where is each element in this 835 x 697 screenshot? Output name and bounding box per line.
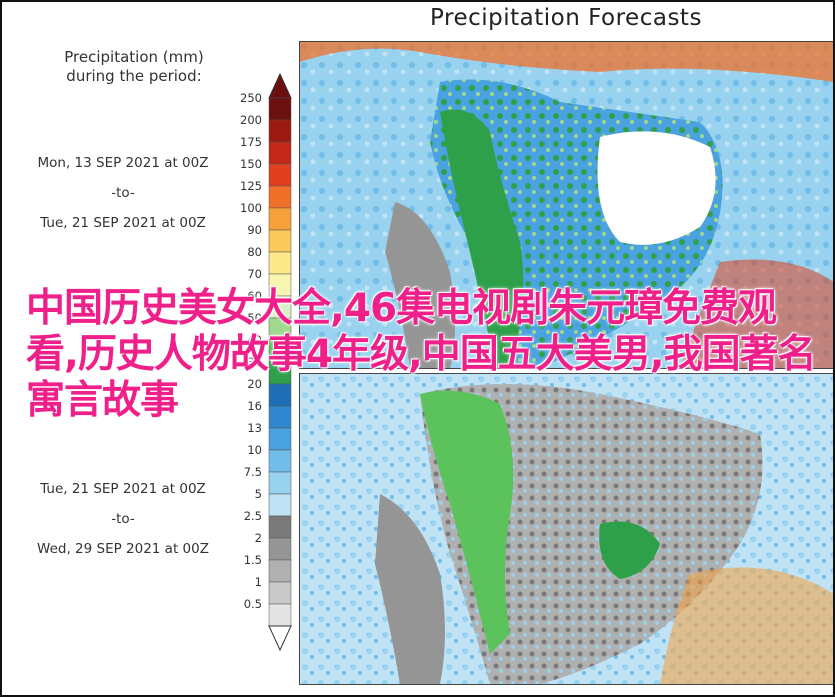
colorbar-swatch	[268, 229, 292, 253]
period-1-end: Tue, 21 SEP 2021 at 00Z	[40, 215, 206, 231]
colorbar: 250 200 175 150 125 100 90 80 70 60 50 40 30 20 16 13 10…	[234, 72, 314, 672]
colorbar-swatch	[268, 537, 292, 561]
colorbar-tick-label: 7.5	[243, 465, 262, 479]
andes-band	[440, 109, 524, 368]
colorbar-swatch	[268, 97, 292, 121]
colorbar-swatch	[268, 163, 292, 187]
legend-title-line1: Precipitation (mm)	[64, 48, 204, 66]
period-1-to: -to-	[111, 185, 135, 201]
period-2-end: Wed, 29 SEP 2021 at 00Z	[37, 541, 209, 557]
colorbar-graphic	[268, 72, 292, 652]
colorbar-bottom-arrow	[268, 625, 292, 652]
colorbar-tick-label: 1	[254, 575, 262, 589]
map-panel-week-1	[299, 41, 833, 369]
colorbar-tick-label: 60	[247, 289, 262, 303]
colorbar-tick-label: 50	[247, 311, 262, 325]
colorbar-tick-label: 175	[240, 135, 262, 149]
period-2-start: Tue, 21 SEP 2021 at 00Z	[40, 481, 206, 497]
period-2-to: -to-	[111, 511, 135, 527]
colorbar-swatch	[268, 185, 292, 209]
map-week-2	[300, 374, 833, 684]
pacific-dry-zone	[385, 202, 455, 368]
pacific-dry-zone	[375, 494, 445, 684]
heavy-rain-southeast	[660, 567, 833, 684]
period-1-label: Mon, 13 SEP 2021 at 00Z -to- Tue, 21 SEP…	[8, 148, 238, 238]
colorbar-swatch	[268, 603, 292, 627]
colorbar-tick-label: 200	[240, 113, 262, 127]
colorbar-tick-label: 16	[247, 399, 262, 413]
figure-title: Precipitation Forecasts	[430, 5, 702, 31]
dry-region	[597, 131, 716, 245]
colorbar-tick-label: 70	[247, 267, 262, 281]
colorbar-swatch	[268, 141, 292, 165]
colorbar-tick-label: 10	[247, 443, 262, 457]
colorbar-tick-label: 2.5	[243, 509, 262, 523]
map-panel-week-2	[299, 373, 833, 685]
colorbar-tick-label: 13	[247, 421, 262, 435]
colorbar-tick-label: 30	[247, 355, 262, 369]
legend-title: Precipitation (mm) during the period:	[16, 48, 252, 86]
colorbar-swatch	[268, 207, 292, 231]
colorbar-tick-label: 125	[240, 179, 262, 193]
colorbar-swatch	[268, 515, 292, 539]
colorbar-swatch	[268, 449, 292, 473]
colorbar-tick-label: 150	[240, 157, 262, 171]
period-2-label: Tue, 21 SEP 2021 at 00Z -to- Wed, 29 SEP…	[8, 474, 238, 564]
colorbar-tick-label: 250	[240, 91, 262, 105]
colorbar-swatch	[268, 471, 292, 495]
colorbar-swatch	[268, 427, 292, 451]
colorbar-tick-label: 5	[254, 487, 262, 501]
colorbar-tick-label: 100	[240, 201, 262, 215]
colorbar-tick-label: 80	[247, 245, 262, 259]
colorbar-tick-label: 20	[247, 377, 262, 391]
legend-title-line2: during the period:	[66, 67, 202, 85]
colorbar-swatch	[268, 119, 292, 143]
overlay-text: 中国历史美女大全,46集电视剧朱元璋免费观看,历史人物故事4年级,中国五大美男,…	[26, 286, 817, 423]
colorbar-tick-label: 1.5	[243, 553, 262, 567]
colorbar-top-arrow	[268, 72, 292, 99]
colorbar-swatch	[268, 251, 292, 275]
colorbar-swatch	[268, 493, 292, 517]
map-week-1	[300, 42, 833, 368]
colorbar-tick-label: 0.5	[243, 597, 262, 611]
colorbar-swatch	[268, 559, 292, 583]
rain-cell	[599, 521, 660, 579]
heavy-rain-north	[300, 42, 833, 82]
period-1-start: Mon, 13 SEP 2021 at 00Z	[37, 155, 209, 171]
heavy-rain-southeast	[680, 259, 833, 368]
colorbar-tick-label: 2	[254, 531, 262, 545]
colorbar-tick-label: 90	[247, 223, 262, 237]
colorbar-tick-label: 40	[247, 333, 262, 347]
colorbar-swatch	[268, 581, 292, 605]
andes-band	[420, 390, 514, 654]
